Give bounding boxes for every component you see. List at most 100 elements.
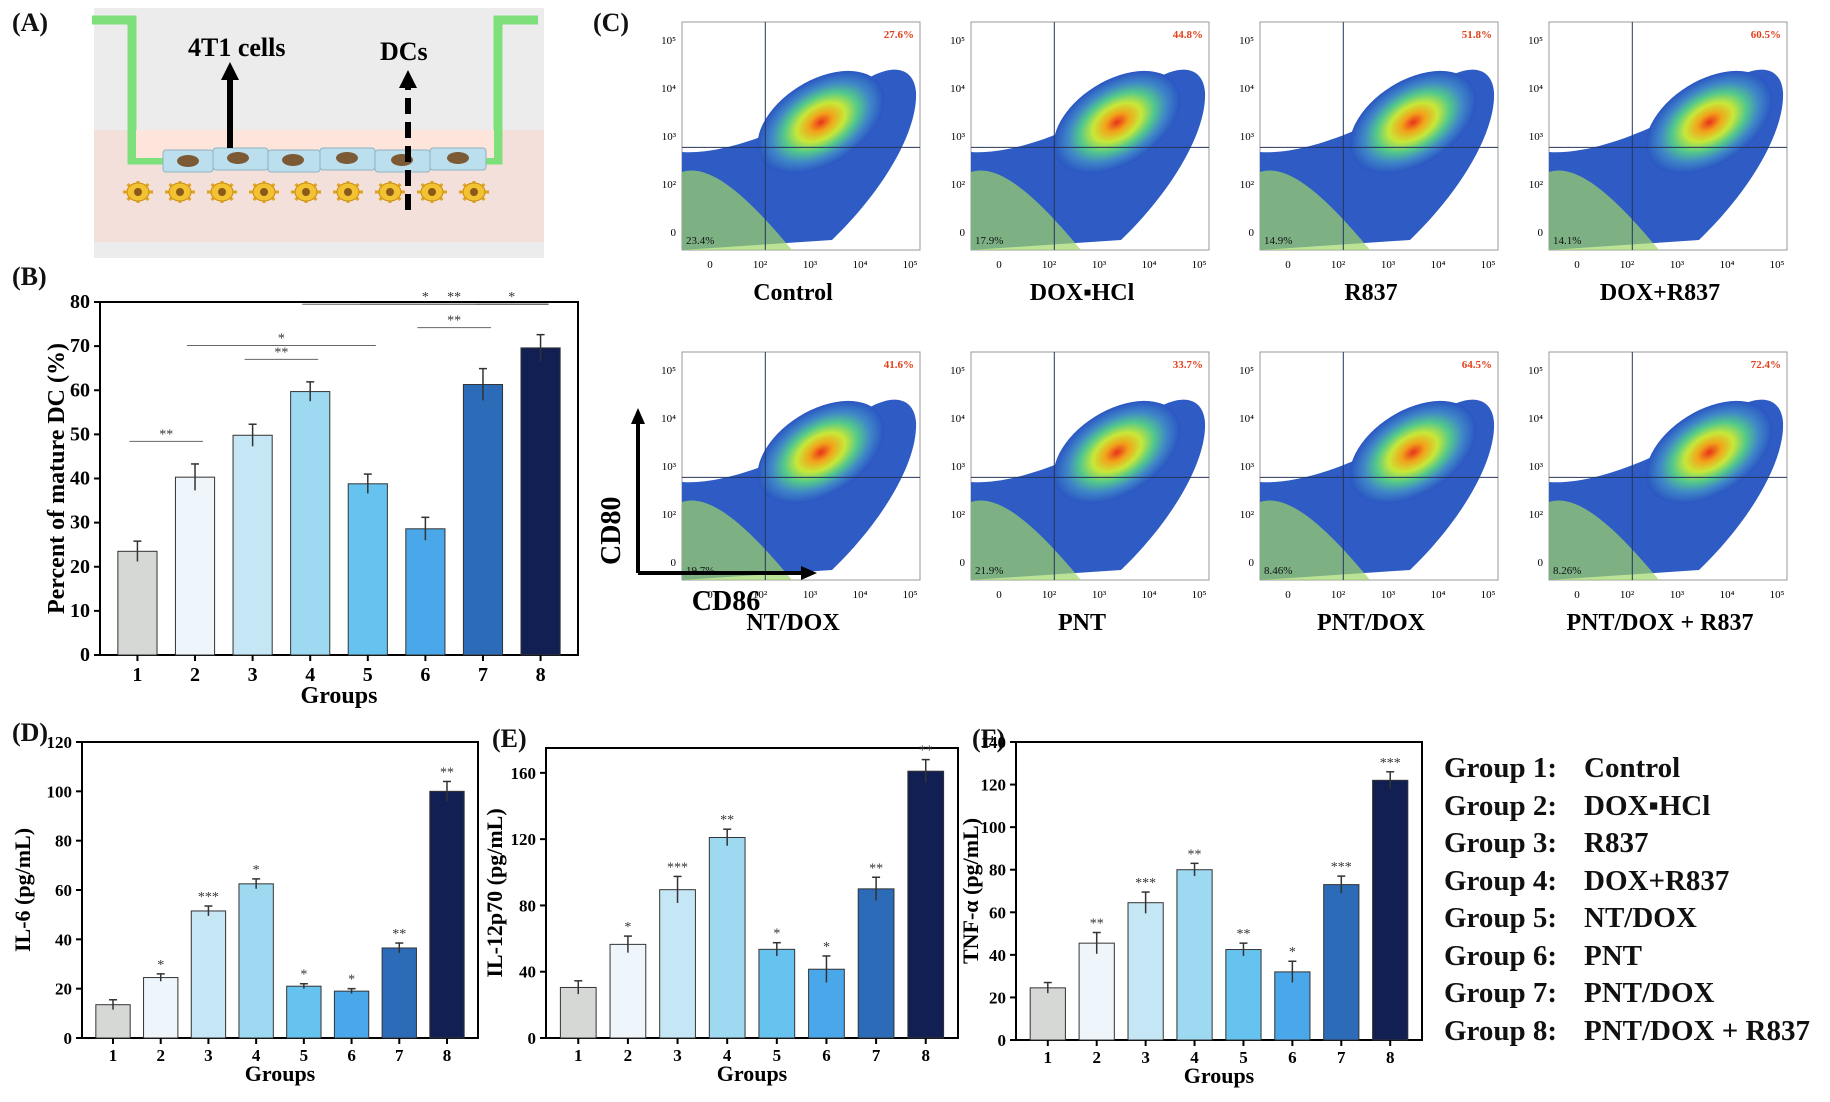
bar: [559, 986, 597, 1039]
flow-plot: 41.6%19.7%010²10³10⁴10⁵010²10³10⁴10⁵NT/D…: [661, 351, 921, 636]
significance-star: *: [253, 863, 260, 878]
flow-x-tick: 0: [996, 589, 1002, 601]
flow-y-tick: 10⁵: [661, 365, 676, 377]
density-core: [1053, 400, 1181, 504]
legend-row: Group 7: PNT/DOX: [1444, 975, 1810, 1013]
flow-y-tick: 10²: [1240, 509, 1255, 521]
legend-row: Group 5: NT/DOX: [1444, 900, 1810, 938]
quadrant-ur-pct: 60.5%: [1751, 29, 1781, 41]
y-tick-label: 30: [70, 512, 90, 534]
flow-y-tick: 10⁵: [1528, 365, 1543, 377]
quadrant-ur-pct: 33.7%: [1173, 359, 1203, 371]
panel-letter-d: (D): [12, 718, 49, 747]
significance-label: **: [447, 314, 461, 329]
legend-name: DOX+R837: [1584, 864, 1730, 897]
flow-y-tick: 10⁵: [661, 35, 676, 47]
group-legend: Group 1: Control Group 2: DOX▪HCl Group 3:…: [1444, 750, 1810, 1050]
flow-plot: 51.8% 14.9% 0 10² 10³ 10⁴ 10⁵ 0 10² 10³ 10⁴ 10⁵ R837: [1239, 21, 1499, 306]
y-tick-label: 10: [70, 600, 90, 622]
flow-x-tick: 10²: [753, 259, 768, 271]
flow-x-tick: 10⁵: [903, 589, 918, 601]
significance-star: ***: [1135, 876, 1156, 891]
flow-y-tick: 10²: [1529, 179, 1544, 191]
x-tick-label: 8: [921, 1046, 930, 1065]
y-tick-label: 50: [70, 423, 90, 445]
flow-y-tick: 10⁴: [661, 83, 676, 95]
flow-x-tick: 10²: [1042, 259, 1057, 271]
flow-y-tick: 10²: [662, 509, 677, 521]
density-core: [1645, 70, 1773, 174]
flow-y-tick: 10²: [662, 179, 677, 191]
y-tick-label: 20: [55, 980, 72, 999]
x-tick-label: 1: [132, 664, 142, 686]
flow-plot: 33.7% 21.9% 0 10² 10³ 10⁴ 10⁵ 0 10² 10³ 10⁴ 10⁵ PNT: [950, 351, 1210, 636]
x-tick-label: 7: [1337, 1048, 1346, 1067]
x-tick-label: 8: [536, 664, 546, 686]
legend-group: Group 8:: [1444, 1014, 1558, 1047]
x-axis-label: Groups: [717, 1061, 788, 1086]
cd80-arrowhead: [631, 408, 645, 424]
cd86-axis-label: CD86: [692, 586, 760, 617]
bar: [429, 790, 465, 1039]
quadrant-ll-pct: 21.9%: [975, 565, 1003, 577]
y-tick-label: 120: [981, 776, 1007, 795]
x-tick-label: 2: [1092, 1048, 1101, 1067]
cd86-arrowhead: [801, 566, 817, 580]
y-tick-label: 70: [70, 335, 90, 357]
bar: [708, 836, 746, 1039]
plot-frame: [1015, 741, 1423, 1041]
y-tick-label: 40: [70, 468, 90, 490]
x-tick-label: 5: [363, 664, 373, 686]
dc-nucleus: [260, 188, 268, 196]
bar: [238, 883, 274, 1039]
y-tick-label: 40: [55, 930, 72, 949]
panel-letter-a: (A): [12, 8, 49, 37]
significance-star: ***: [198, 890, 219, 905]
flow-y-tick: 10⁵: [950, 365, 965, 377]
x-tick-label: 6: [420, 664, 430, 686]
legend-group: Group 4:: [1444, 864, 1558, 897]
significance-star: **: [919, 744, 933, 759]
flow-y-tick: 10⁵: [1239, 365, 1254, 377]
density-low: [971, 170, 1081, 250]
flow-y-tick: 10³: [951, 131, 966, 143]
flow-y-tick: 0: [1538, 227, 1544, 239]
density-core: [1053, 70, 1181, 174]
y-tick-label: 80: [70, 291, 90, 313]
bar: [1372, 779, 1409, 1041]
flow-plot: 72.4% 8.26% 0 10² 10³ 10⁴ 10⁵ 0 10² 10³ 10⁴ 10⁵ PNT/…: [1528, 351, 1788, 636]
x-tick-label: 6: [347, 1046, 356, 1065]
legend-group: Group 7:: [1444, 977, 1558, 1009]
flow-x-tick: 0: [1285, 589, 1291, 601]
flow-x-tick: 10⁴: [853, 589, 868, 601]
flow-y-tick: 0: [671, 557, 677, 569]
significance-label: *: [422, 290, 429, 305]
significance-star: ***: [1380, 756, 1401, 771]
bar: [520, 347, 561, 656]
y-axis-label: IL-12p70 (pg/mL): [482, 808, 507, 977]
y-tick-label: 0: [528, 1029, 537, 1048]
flow-x-tick: 10⁴: [1431, 259, 1446, 271]
quadrant-ll-pct: 8.26%: [1553, 565, 1581, 577]
chart-il12p70: 0 40 80 120 160 1 2 * 3 *** 4 ** 5 * 6 * 7 ** 8 ** IL-12p70 …: [482, 744, 959, 1086]
density-core: [1645, 400, 1773, 504]
significance-star: *: [157, 958, 164, 973]
flow-y-tick: 0: [1538, 557, 1544, 569]
flow-y-tick: 10⁴: [1239, 83, 1254, 95]
bar: [95, 1004, 131, 1039]
x-tick-label: 7: [872, 1046, 881, 1065]
flow-x-tick: 10³: [1670, 259, 1685, 271]
tumor-arrowhead: [221, 62, 239, 80]
significance-label: *: [278, 331, 285, 346]
transwell-schematic: 4T1 cells DCs: [92, 8, 544, 258]
significance-star: *: [1289, 945, 1296, 960]
significance-star: **: [1236, 927, 1250, 942]
x-tick-label: 7: [478, 664, 488, 686]
flow-x-tick: 10⁵: [1770, 259, 1785, 271]
bar: [462, 384, 504, 656]
legend-name: PNT: [1584, 939, 1642, 972]
flow-y-tick: 0: [960, 557, 966, 569]
x-axis-label: Groups: [301, 683, 378, 709]
x-tick-label: 2: [156, 1046, 165, 1065]
significance-star: **: [869, 861, 883, 876]
